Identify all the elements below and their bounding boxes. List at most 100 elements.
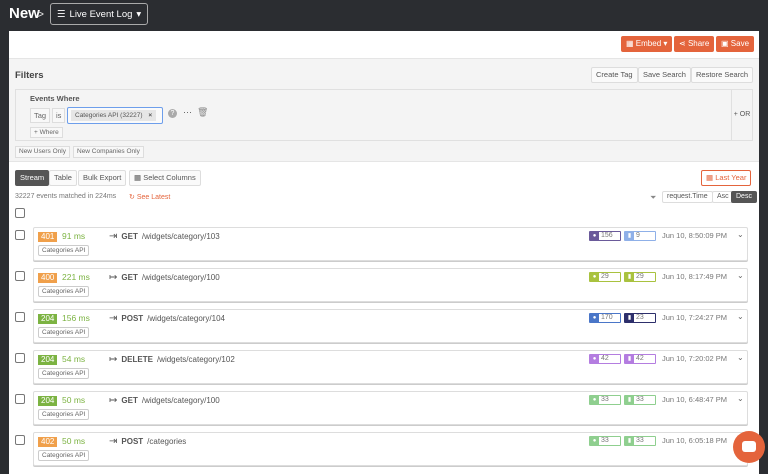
- bulk-export-button[interactable]: Bulk Export: [78, 170, 127, 186]
- help-icon[interactable]: ?: [168, 109, 177, 118]
- breadcrumb-separator: >: [37, 7, 45, 21]
- companies-count: 33: [636, 396, 644, 403]
- new-users-only-button[interactable]: New Users Only: [15, 146, 70, 158]
- companies-badge[interactable]: ▮ 23: [624, 313, 656, 323]
- main-card: ▦ Embed ▾ ⋖ Share ▣ Save Filters Create …: [9, 31, 759, 474]
- company-icon: ▮: [625, 355, 634, 363]
- event-row[interactable]: 401 91 ms Categories API ⇥ GET /widgets/…: [33, 227, 748, 261]
- duration: 54 ms: [62, 354, 86, 364]
- request: ⇥ POST /widgets/category/104: [109, 313, 225, 324]
- users-badge[interactable]: ● 170: [589, 313, 621, 323]
- event-row[interactable]: 204 50 ms Categories API ↦ GET /widgets/…: [33, 391, 748, 425]
- chevron-down-icon[interactable]: ⌄: [737, 230, 744, 239]
- save-icon: ▣: [721, 39, 729, 48]
- sort-desc-button[interactable]: Desc: [731, 191, 757, 203]
- sort-field-select[interactable]: request.Time: [662, 191, 713, 203]
- path: /widgets/category/100: [141, 273, 220, 282]
- path: /widgets/category/104: [147, 314, 225, 323]
- tag-label: Categories API: [38, 286, 90, 297]
- users-badge[interactable]: ● 29: [589, 272, 621, 282]
- method: POST: [121, 437, 144, 446]
- companies-badge[interactable]: ▮ 29: [624, 272, 656, 282]
- status-badge: 402: [38, 437, 58, 447]
- companies-count: 33: [636, 437, 644, 444]
- select-columns-label: Select Columns: [143, 173, 196, 182]
- event-checkbox[interactable]: [15, 394, 25, 404]
- field-select[interactable]: Tag: [30, 108, 51, 123]
- event-checkbox[interactable]: [15, 271, 25, 281]
- users-badge[interactable]: ● 33: [589, 395, 621, 405]
- event-row[interactable]: 400 221 ms Categories API ↦ GET /widgets…: [33, 268, 748, 302]
- path: /widgets/category/100: [141, 396, 220, 405]
- new-companies-only-button[interactable]: New Companies Only: [73, 146, 144, 158]
- restore-search-button[interactable]: Restore Search: [691, 67, 754, 83]
- event-time: Jun 10, 6:48:47 PM: [662, 395, 728, 404]
- users-badge[interactable]: ● 156: [589, 231, 621, 241]
- company-icon: ▮: [625, 314, 634, 322]
- more-icon[interactable]: ···: [183, 107, 192, 117]
- user-icon: ●: [590, 232, 599, 240]
- tag-label: Categories API: [38, 245, 90, 256]
- users-count: 170: [601, 314, 613, 321]
- companies-badge[interactable]: ▮ 33: [624, 436, 656, 446]
- calendar-icon: ▦: [706, 173, 714, 182]
- chevron-down-icon[interactable]: ⌄: [737, 271, 744, 280]
- event-time: Jun 10, 8:17:49 PM: [662, 272, 728, 281]
- tag-label: Categories API: [38, 368, 90, 379]
- add-or-button[interactable]: + OR: [731, 90, 752, 140]
- add-where-button[interactable]: + Where: [30, 127, 63, 138]
- see-latest-link[interactable]: ↻ See Latest: [129, 193, 170, 201]
- companies-count: 29: [636, 273, 644, 280]
- event-checkbox[interactable]: [15, 435, 25, 445]
- duration: 50 ms: [62, 395, 86, 405]
- event-checkbox[interactable]: [15, 230, 25, 240]
- incoming-request-icon: ⇥: [109, 436, 118, 447]
- date-range-button[interactable]: ▦ Last Year: [701, 170, 752, 186]
- company-icon: ▮: [625, 437, 634, 445]
- share-icon: ⋖: [679, 39, 686, 48]
- request: ↦ DELETE /widgets/category/102: [109, 354, 235, 365]
- share-button[interactable]: ⋖ Share: [674, 36, 715, 52]
- event-row[interactable]: 402 50 ms Categories API ⇥ POST /categor…: [33, 432, 748, 466]
- users-badge[interactable]: ● 33: [589, 436, 621, 446]
- user-icon: ●: [590, 314, 599, 322]
- chevron-down-icon[interactable]: ⌄: [737, 353, 744, 362]
- chevron-down-icon[interactable]: ⌄: [737, 312, 744, 321]
- status-badge: 204: [38, 396, 58, 406]
- event-checkbox[interactable]: [15, 312, 25, 322]
- user-icon: ●: [590, 273, 599, 281]
- tag-value-input[interactable]: Categories API (32227) ×: [67, 107, 163, 124]
- filter-icon: ⏷: [650, 193, 657, 202]
- operator-select[interactable]: is: [52, 108, 66, 123]
- trash-icon[interactable]: 🗑: [197, 107, 209, 117]
- companies-badge[interactable]: ▮ 42: [624, 354, 656, 364]
- users-count: 42: [601, 355, 609, 362]
- tag-label: Categories API: [38, 409, 90, 420]
- view-label: Live Event Log: [69, 8, 133, 20]
- companies-badge[interactable]: ▮ 9: [624, 231, 656, 241]
- incoming-request-icon: ⇥: [109, 231, 118, 242]
- select-all-checkbox[interactable]: [15, 208, 25, 218]
- users-badge[interactable]: ● 42: [589, 354, 621, 364]
- request: ↦ GET /widgets/category/100: [109, 395, 220, 406]
- remove-tag-icon[interactable]: ×: [148, 112, 153, 119]
- tab-stream[interactable]: Stream: [15, 170, 50, 186]
- event-row[interactable]: 204 156 ms Categories API ⇥ POST /widget…: [33, 309, 748, 343]
- select-columns-button[interactable]: ▦ Select Columns: [129, 170, 201, 186]
- chevron-down-icon[interactable]: ⌄: [737, 394, 744, 403]
- chat-button[interactable]: [733, 431, 765, 463]
- columns-icon: ▦: [134, 173, 142, 182]
- create-tag-button[interactable]: Create Tag: [591, 67, 638, 83]
- save-button[interactable]: ▣ Save: [716, 36, 755, 52]
- method: DELETE: [121, 355, 153, 364]
- companies-count: 9: [636, 232, 640, 239]
- save-search-button[interactable]: Save Search: [638, 67, 691, 83]
- view-dropdown[interactable]: ☰ Live Event Log ▾: [50, 3, 149, 25]
- tab-table[interactable]: Table: [49, 170, 77, 186]
- embed-button[interactable]: ▦ Embed ▾: [621, 36, 673, 52]
- companies-badge[interactable]: ▮ 33: [624, 395, 656, 405]
- duration: 91 ms: [62, 231, 86, 241]
- companies-count: 42: [636, 355, 644, 362]
- event-row[interactable]: 204 54 ms Categories API ↦ DELETE /widge…: [33, 350, 748, 384]
- event-checkbox[interactable]: [15, 353, 25, 363]
